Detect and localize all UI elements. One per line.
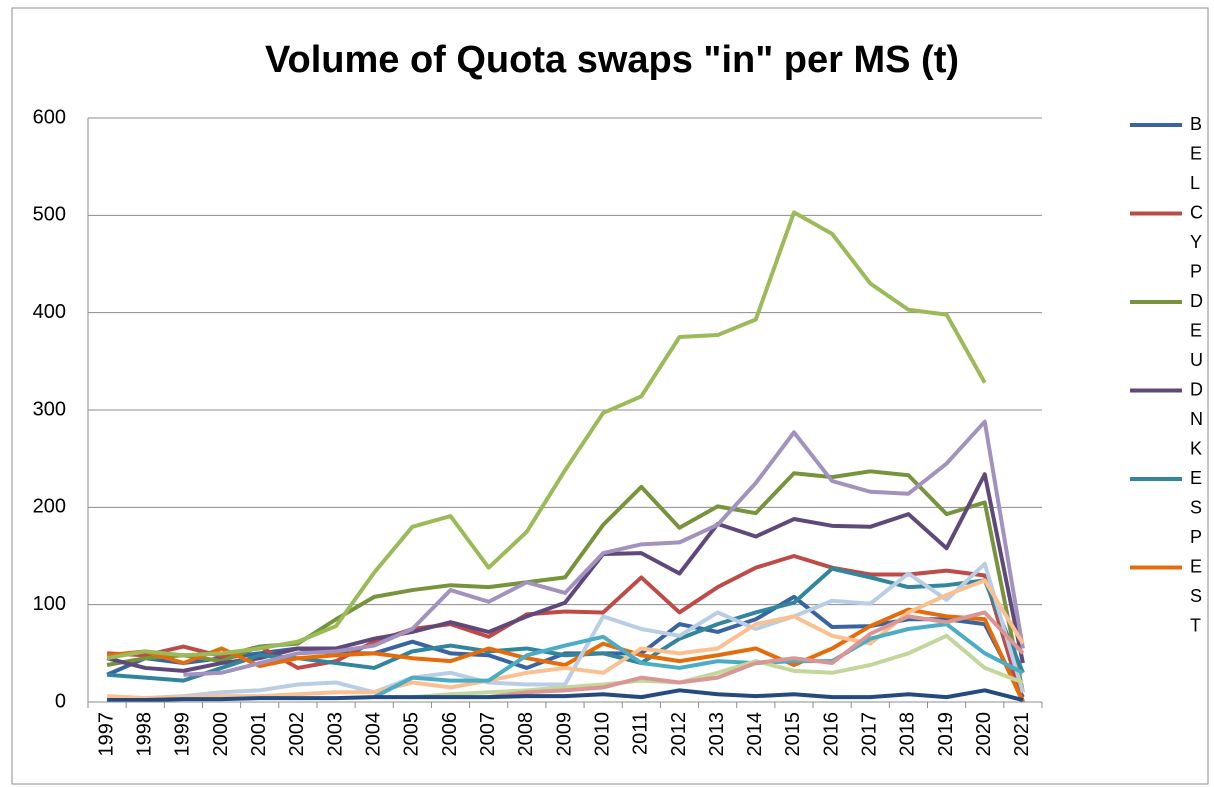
x-tick-label: 2003 bbox=[324, 712, 346, 757]
x-tick-label: 2002 bbox=[286, 712, 308, 757]
series-line bbox=[106, 607, 1025, 703]
x-tick-label: 2016 bbox=[820, 712, 842, 757]
x-tick-label: 2013 bbox=[706, 712, 728, 757]
x-tick-label: 2001 bbox=[248, 712, 270, 757]
y-tick-label: 0 bbox=[55, 690, 66, 712]
series-line bbox=[183, 419, 1025, 677]
x-tick-label: 2009 bbox=[553, 712, 575, 757]
x-tick-label: 2017 bbox=[859, 712, 881, 757]
series-line bbox=[107, 688, 1024, 703]
x-tick-label: 2007 bbox=[477, 712, 499, 757]
y-tick-label: 100 bbox=[33, 593, 66, 615]
x-tick-label: 1998 bbox=[134, 712, 156, 757]
series-line bbox=[412, 633, 1024, 700]
x-tick-label: 1997 bbox=[95, 712, 117, 757]
series-line bbox=[106, 210, 987, 661]
y-tick-label: 600 bbox=[33, 106, 66, 128]
x-tick-label: 2000 bbox=[210, 712, 232, 757]
x-tick-label: 2019 bbox=[935, 712, 957, 757]
x-tick-label: 2021 bbox=[1011, 712, 1033, 757]
x-tick-label: 2020 bbox=[973, 712, 995, 757]
series-line bbox=[373, 622, 1024, 699]
x-tick-label: 1999 bbox=[172, 712, 194, 757]
y-tick-label: 500 bbox=[33, 204, 66, 226]
series-line bbox=[106, 566, 1025, 683]
series-line bbox=[106, 561, 1025, 703]
x-tick-label: 2005 bbox=[401, 712, 423, 757]
x-tick-label: 2012 bbox=[668, 712, 690, 757]
y-tick-label: 400 bbox=[33, 301, 66, 323]
x-tick-label: 2008 bbox=[515, 712, 537, 757]
chart-title: Volume of Quota swaps "in" per MS (t) bbox=[265, 39, 959, 81]
series-line bbox=[106, 472, 1025, 673]
x-tick-label: 2018 bbox=[897, 712, 919, 757]
y-tick-label: 300 bbox=[33, 398, 66, 420]
x-tick-label: 2006 bbox=[439, 712, 461, 757]
x-tick-label: 2010 bbox=[591, 712, 613, 757]
y-tick-label: 200 bbox=[33, 496, 66, 518]
series-line bbox=[488, 610, 1025, 700]
x-tick-label: 2014 bbox=[744, 712, 766, 757]
x-tick-label: 2015 bbox=[782, 712, 804, 757]
x-tick-label: 2011 bbox=[630, 712, 652, 755]
x-tick-label: 2004 bbox=[362, 712, 384, 757]
